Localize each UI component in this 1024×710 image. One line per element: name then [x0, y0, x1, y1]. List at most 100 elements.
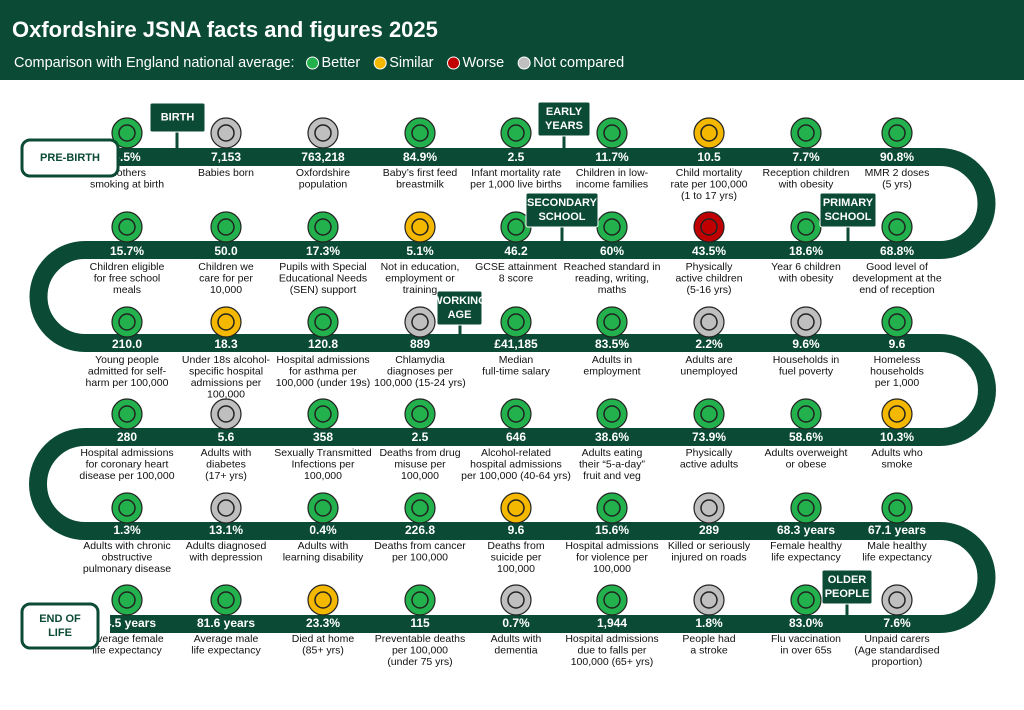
indicator-label: development at the — [852, 272, 941, 284]
status-icon — [790, 584, 822, 616]
indicator-label: their “5-a-day” — [579, 458, 645, 470]
indicator-value: 18.3 — [214, 337, 238, 351]
status-icon — [404, 211, 436, 243]
indicator-label: reading, writing, — [575, 272, 649, 284]
stage-label: SECONDARY — [527, 197, 598, 209]
stage-box — [20, 602, 100, 650]
indicator-label: injured on roads — [671, 551, 746, 563]
indicator-label: Infections per — [291, 458, 355, 470]
icon-glyph — [411, 218, 429, 236]
indicator-label: 100,000 — [304, 470, 342, 482]
status-icon — [111, 584, 143, 616]
icon-glyph — [797, 591, 815, 609]
icon-glyph — [700, 218, 718, 236]
indicator-label: per 100,000 (40-64 yrs) — [461, 470, 571, 482]
status-icon — [307, 398, 339, 430]
icon-glyph — [411, 591, 429, 609]
indicator-label: meals — [113, 284, 141, 296]
indicator-label: Adults eating — [582, 447, 643, 459]
icon-glyph — [411, 405, 429, 423]
icon-glyph — [314, 405, 332, 423]
indicator-label: Adults overweight — [765, 447, 848, 459]
indicator-label: Male healthy — [867, 540, 927, 552]
indicator-label: Median — [499, 354, 534, 366]
indicator-value: 763,218 — [301, 150, 345, 164]
indicator-label: 100,000 — [497, 563, 535, 575]
status-icon — [210, 398, 242, 430]
indicator-label: with depression — [189, 551, 263, 563]
status-icon — [881, 211, 913, 243]
indicator-label: Pupils with Special — [279, 261, 367, 273]
icon-glyph — [314, 124, 332, 142]
status-icon — [693, 584, 725, 616]
indicator-value: 5.5% — [113, 150, 141, 164]
indicator-label: learning disability — [283, 551, 364, 563]
indicator-label: specific hospital — [189, 365, 263, 377]
legend-item: Better — [322, 55, 361, 71]
icon-glyph — [888, 405, 906, 423]
indicator-label: 100,000 (under 19s) — [276, 377, 371, 389]
indicator-label: smoking at birth — [90, 178, 164, 190]
status-icon — [881, 584, 913, 616]
status-icon — [500, 492, 532, 524]
icon-glyph — [603, 405, 621, 423]
indicator-label: People had — [682, 633, 735, 645]
indicator-label: suicide per — [491, 551, 542, 563]
indicator-value: 60% — [600, 244, 624, 258]
legend-item: Not compared — [533, 55, 624, 71]
indicator-value: 2.5 — [508, 150, 525, 164]
indicator-value: 889 — [410, 337, 430, 351]
indicator-label: Chlamydia — [395, 354, 445, 366]
icon-glyph — [507, 405, 525, 423]
icon-glyph — [411, 313, 429, 331]
indicator-label: (5-16 yrs) — [687, 284, 732, 296]
indicator-label: Adults in — [592, 354, 632, 366]
indicator-value: 11.7% — [595, 150, 629, 164]
indicator-label: households — [870, 365, 924, 377]
status-icon — [307, 117, 339, 149]
indicator-label: per 100,000 — [392, 644, 448, 656]
indicator-value: 0.7% — [502, 616, 530, 630]
status-icon — [881, 306, 913, 338]
indicator-label: disease per 100,000 — [79, 470, 174, 482]
indicator-label: active adults — [680, 458, 738, 470]
icon-glyph — [314, 313, 332, 331]
indicator-label: or obese — [786, 458, 827, 470]
indicator-value: 10.5 — [697, 150, 721, 164]
stage-label: PEOPLE — [825, 588, 870, 600]
status-icon — [596, 306, 628, 338]
indicator-label: hospital admissions — [470, 458, 562, 470]
status-icon — [790, 492, 822, 524]
indicator-label: Good level of — [866, 261, 928, 273]
indicator-label: for violence per — [576, 551, 648, 563]
indicator-label: Homeless — [874, 354, 921, 366]
indicator-label: per 1,000 — [875, 377, 920, 389]
indicator-value: 0.4% — [309, 523, 337, 537]
status-icon — [210, 211, 242, 243]
status-icon — [210, 117, 242, 149]
indicator-label: for free school — [94, 272, 161, 284]
indicator-value: 68.3 years — [777, 523, 835, 537]
indicator-label: (17+ yrs) — [205, 470, 247, 482]
indicator-value: 18.6% — [789, 244, 823, 258]
indicator-label: MMR 2 doses — [865, 167, 930, 179]
indicator-label: per 1,000 live births — [470, 178, 562, 190]
status-icon — [404, 584, 436, 616]
legend-item: Worse — [463, 55, 505, 71]
indicator-label: Reception children — [763, 167, 850, 179]
indicator-label: Households in — [773, 354, 840, 366]
indicator-label: Baby’s first feed — [383, 167, 458, 179]
stage-label: YEARS — [545, 120, 583, 132]
indicator-label: Adults are — [685, 354, 732, 366]
indicator-label: Babies born — [198, 167, 254, 179]
indicator-label: admissions per — [191, 377, 262, 389]
icon-glyph — [118, 405, 136, 423]
indicator-label: life expectancy — [191, 644, 261, 656]
indicator-value: 90.8% — [880, 150, 914, 164]
indicator-value: 9.6 — [508, 523, 525, 537]
indicator-label: (85+ yrs) — [302, 644, 344, 656]
indicator-value: 7.7% — [792, 150, 820, 164]
stage-label: BIRTH — [161, 111, 195, 123]
stage-box — [20, 138, 120, 178]
status-icon — [881, 492, 913, 524]
